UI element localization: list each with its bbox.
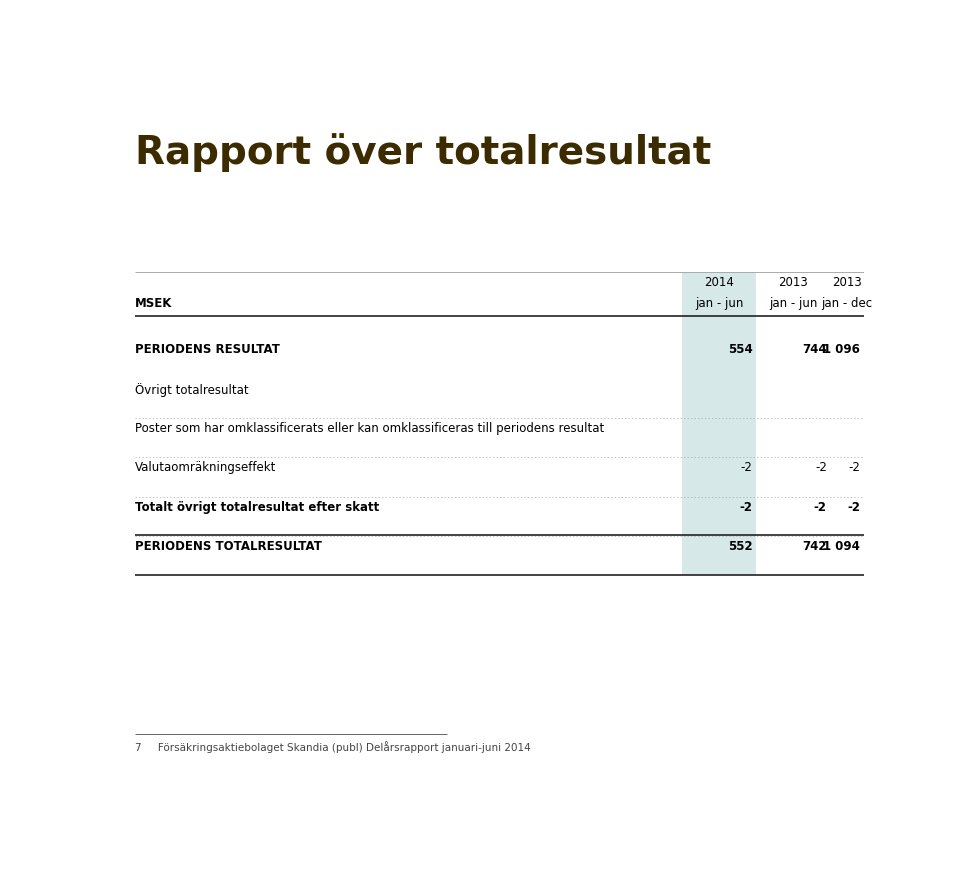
Text: jan - jun: jan - jun xyxy=(695,297,743,310)
Text: PERIODENS TOTALRESULTAT: PERIODENS TOTALRESULTAT xyxy=(134,540,322,553)
Text: Valutaomräkningseffekt: Valutaomräkningseffekt xyxy=(134,461,276,474)
Text: -2: -2 xyxy=(849,461,860,474)
Text: 1 094: 1 094 xyxy=(824,540,860,553)
Text: 2014: 2014 xyxy=(704,276,733,290)
Text: Poster som har omklassificerats eller kan omklassificeras till periodens resulta: Poster som har omklassificerats eller ka… xyxy=(134,422,604,435)
Text: -2: -2 xyxy=(814,501,827,514)
Text: 552: 552 xyxy=(728,540,753,553)
Text: jan - dec: jan - dec xyxy=(822,297,873,310)
Text: 7     Försäkringsaktiebolaget Skandia (publ) Delårsrapport januari-juni 2014: 7 Försäkringsaktiebolaget Skandia (publ)… xyxy=(134,741,531,753)
Text: -2: -2 xyxy=(739,501,753,514)
Text: 1 096: 1 096 xyxy=(824,343,860,356)
Text: 2013: 2013 xyxy=(832,276,862,290)
Text: Rapport över totalresultat: Rapport över totalresultat xyxy=(134,133,711,172)
Text: 554: 554 xyxy=(728,343,753,356)
Text: Övrigt totalresultat: Övrigt totalresultat xyxy=(134,383,249,397)
Text: -2: -2 xyxy=(848,501,860,514)
Text: 744: 744 xyxy=(803,343,827,356)
Bar xyxy=(682,272,756,576)
Text: MSEK: MSEK xyxy=(134,297,172,310)
Text: -2: -2 xyxy=(815,461,827,474)
Text: Totalt övrigt totalresultat efter skatt: Totalt övrigt totalresultat efter skatt xyxy=(134,501,379,514)
Text: 2013: 2013 xyxy=(779,276,808,290)
Text: 742: 742 xyxy=(803,540,827,553)
Text: jan - jun: jan - jun xyxy=(769,297,818,310)
Text: -2: -2 xyxy=(740,461,753,474)
Text: PERIODENS RESULTAT: PERIODENS RESULTAT xyxy=(134,343,279,356)
